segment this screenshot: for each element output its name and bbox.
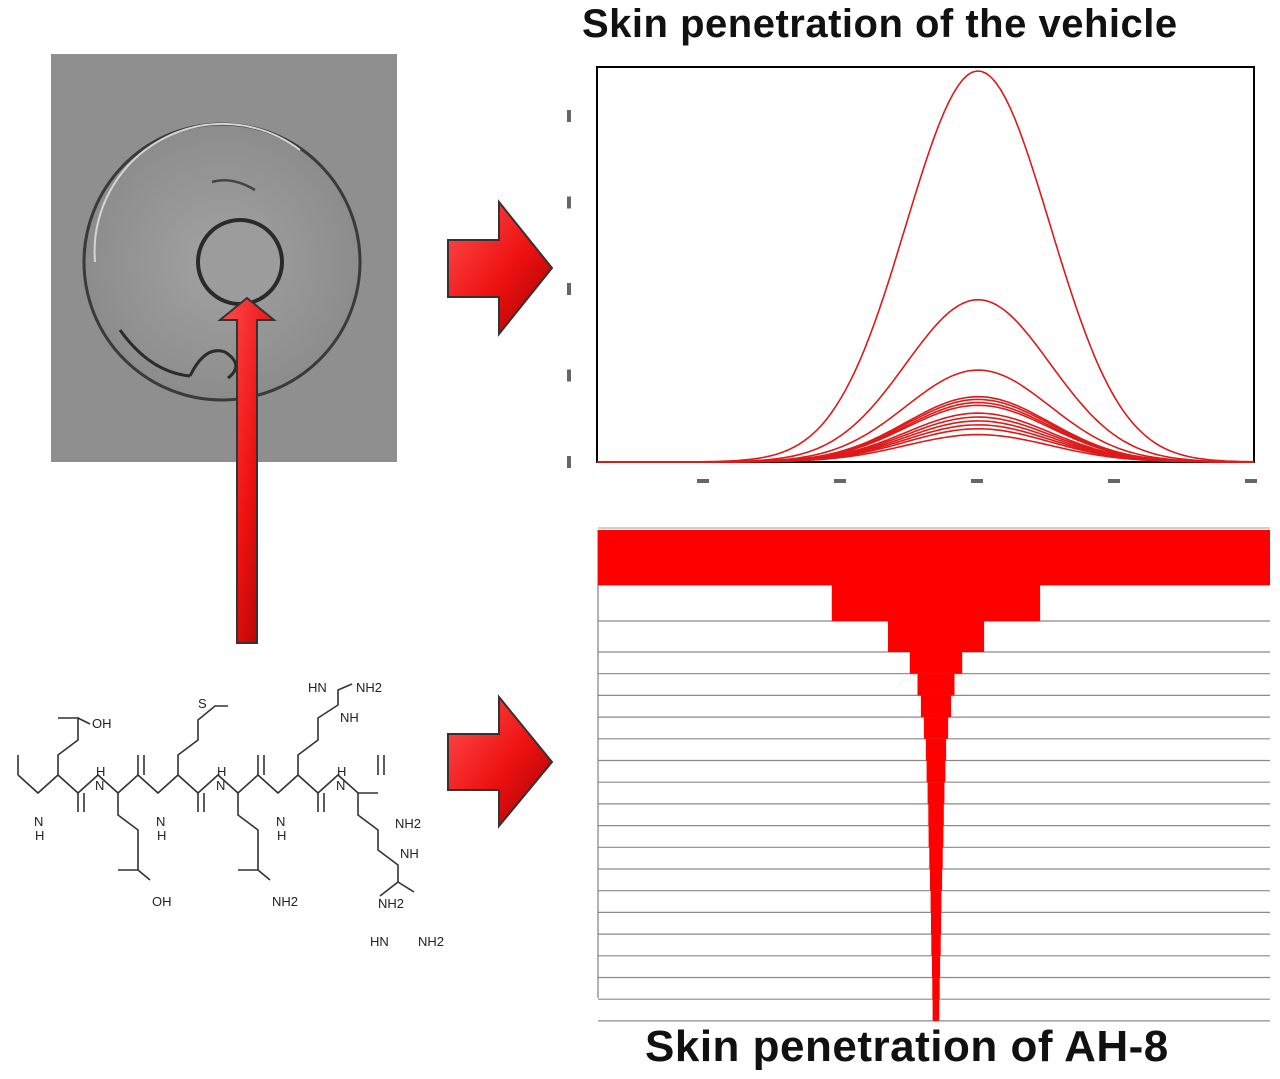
mol-label: OH [152, 894, 172, 909]
y-tick-label [567, 456, 571, 468]
series-group [597, 70, 1255, 463]
bar [930, 869, 943, 891]
bar-group [598, 530, 1270, 1021]
x-tick-label [1108, 479, 1120, 483]
series-line [597, 433, 1254, 463]
bar [598, 530, 1270, 585]
x-tick-label [697, 479, 709, 483]
bar [932, 977, 940, 1000]
bar [920, 695, 952, 718]
bar [932, 955, 941, 978]
mol-label: H [157, 828, 166, 843]
mol-label: H [96, 764, 105, 779]
y-tick-label [567, 283, 571, 295]
bar [931, 912, 942, 935]
mol-label: H [277, 828, 286, 843]
y-tick-label [567, 110, 571, 122]
x-tick-label [971, 479, 983, 483]
mol-label: NH2 [356, 680, 382, 695]
tick-group [567, 110, 1257, 483]
bar [925, 738, 947, 761]
mol-label: H [337, 764, 346, 779]
bar [929, 847, 943, 869]
bar [926, 760, 946, 783]
bar [917, 673, 955, 696]
x-tick-label [834, 479, 846, 483]
mol-label: NH2 [395, 816, 421, 831]
mol-label: HN [308, 680, 327, 695]
x-tick-label [1245, 479, 1257, 483]
bar [909, 652, 963, 674]
cell-micrograph [51, 54, 397, 462]
y-tick-label [567, 196, 571, 209]
mol-label: H [35, 828, 44, 843]
mol-label: N [276, 814, 285, 829]
mol-label: NH2 [272, 894, 298, 909]
mol-label: NH [400, 846, 419, 861]
mol-label: NH [340, 710, 359, 725]
right-arrow-icon [447, 694, 554, 829]
bar [932, 999, 940, 1021]
ah8-chart-title: Skin penetration of AH-8 [645, 1022, 1169, 1071]
bar [831, 585, 1041, 621]
mol-label: NH2 [418, 934, 444, 949]
mol-label: NH2 [378, 896, 404, 911]
mol-label: N [336, 778, 345, 793]
vehicle-chart-title: Skin penetration of the vehicle [582, 2, 1178, 46]
bar [930, 890, 942, 913]
bar [888, 621, 985, 652]
bar [928, 825, 944, 848]
mol-label: N [95, 778, 104, 793]
ah8-molecule-structure [17, 683, 415, 897]
mol-label: N [156, 814, 165, 829]
bar [927, 782, 945, 804]
mol-label: OH [92, 716, 112, 731]
right-arrow-icon [447, 199, 554, 337]
mol-label: HN [370, 934, 389, 949]
mol-label: H [217, 764, 226, 779]
bar [931, 934, 941, 956]
bar [928, 803, 944, 826]
bar [923, 717, 949, 739]
mol-label: N [216, 778, 225, 793]
mol-label: N [34, 814, 43, 829]
mol-label: S [198, 696, 207, 711]
chart-frame [596, 66, 1255, 463]
up-arrow-icon [217, 296, 277, 644]
y-tick-label [567, 369, 571, 382]
